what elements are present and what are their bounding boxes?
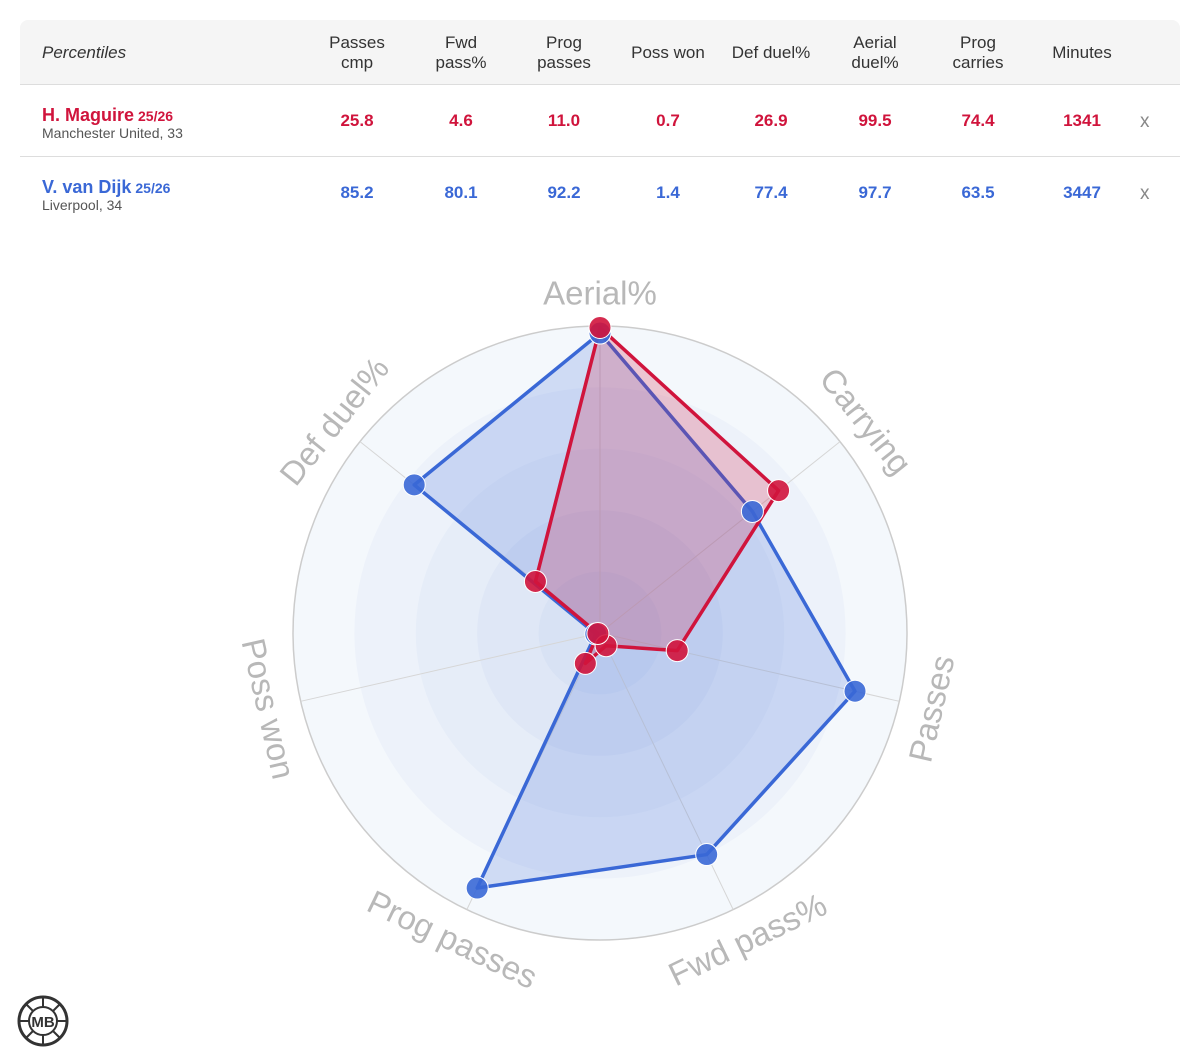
- radar-point-maguire: [665, 639, 689, 663]
- radar-point-van-dijk: [402, 473, 426, 497]
- radar-series: [402, 316, 867, 900]
- cell-value: 3447: [1063, 183, 1101, 202]
- col-header-passes-cmp[interactable]: Passes cmp: [329, 32, 385, 72]
- radar-spoke: [300, 632, 601, 702]
- mb-logo-icon: MB: [17, 995, 69, 1047]
- radar-spoke: [599, 441, 841, 634]
- col-header-def-duel[interactable]: Def duel%: [731, 42, 811, 62]
- cell-value: 25.8: [340, 111, 374, 130]
- col-header-aerial-duel[interactable]: Aerial duel%: [851, 32, 899, 72]
- percentile-table: Percentiles Passes cmp Fwd pass% Prog pa…: [20, 20, 1180, 229]
- radar-axis-label: Aerial%: [543, 275, 657, 312]
- player-name-van-dijk[interactable]: V. van Dijk 25/26: [42, 177, 171, 197]
- remove-player-button[interactable]: x: [1140, 111, 1150, 132]
- player-season: 25/26: [138, 108, 174, 124]
- col-header-poss-won[interactable]: Poss won: [631, 42, 705, 62]
- radar-axis-label: Poss won: [235, 635, 303, 783]
- cell-value: 99.5: [858, 111, 892, 130]
- player-club: Manchester United, 33: [42, 125, 183, 141]
- radar-area-van-dijk: [412, 331, 857, 890]
- player-club: Liverpool, 34: [42, 197, 123, 213]
- radar-point-maguire: [523, 570, 547, 594]
- radar-point-van-dijk: [695, 843, 719, 867]
- radar-point-van-dijk: [843, 679, 867, 703]
- radar-point-maguire: [586, 621, 610, 645]
- cell-value: 80.1: [444, 183, 478, 202]
- remove-player-button[interactable]: x: [1140, 183, 1150, 204]
- cell-value: 74.4: [961, 111, 995, 130]
- cell-value: 92.2: [547, 183, 581, 202]
- col-header-minutes[interactable]: Minutes: [1052, 42, 1112, 62]
- table-header: Percentiles Passes cmp Fwd pass% Prog pa…: [20, 20, 1180, 85]
- cell-value: 1.4: [656, 183, 680, 202]
- radar-point-maguire: [588, 316, 612, 340]
- radar-axis-label: Passes: [901, 652, 961, 766]
- radar-point-maguire: [767, 479, 791, 503]
- radar-point-van-dijk: [465, 876, 489, 900]
- cell-value: 85.2: [340, 183, 374, 202]
- radar-point-van-dijk: [740, 499, 764, 523]
- radar-point-maguire: [573, 651, 597, 675]
- table-title: Percentiles: [42, 43, 127, 62]
- col-header-fwd-pass[interactable]: Fwd pass%: [435, 32, 487, 72]
- cell-value: 26.9: [754, 111, 788, 130]
- cell-value: 4.6: [449, 111, 473, 130]
- cell-value: 1341: [1063, 111, 1101, 130]
- col-header-prog-passes[interactable]: Prog passes: [537, 32, 591, 72]
- player-season: 25/26: [135, 180, 171, 196]
- svg-text:MB: MB: [31, 1014, 54, 1031]
- table-row-van-dijk: V. van Dijk 25/26 Liverpool, 34 85.2 80.1…: [20, 157, 1180, 229]
- cell-value: 63.5: [961, 183, 995, 202]
- cell-value: 97.7: [858, 183, 892, 202]
- cell-value: 77.4: [754, 183, 788, 202]
- player-name-maguire[interactable]: H. Maguire 25/26: [42, 105, 174, 125]
- cell-value: 0.7: [656, 111, 680, 130]
- cell-value: 11.0: [547, 111, 581, 130]
- col-header-prog-carries[interactable]: Prog carries: [952, 32, 1004, 72]
- table-row-maguire: H. Maguire 25/26 Manchester United, 33 25…: [20, 85, 1180, 157]
